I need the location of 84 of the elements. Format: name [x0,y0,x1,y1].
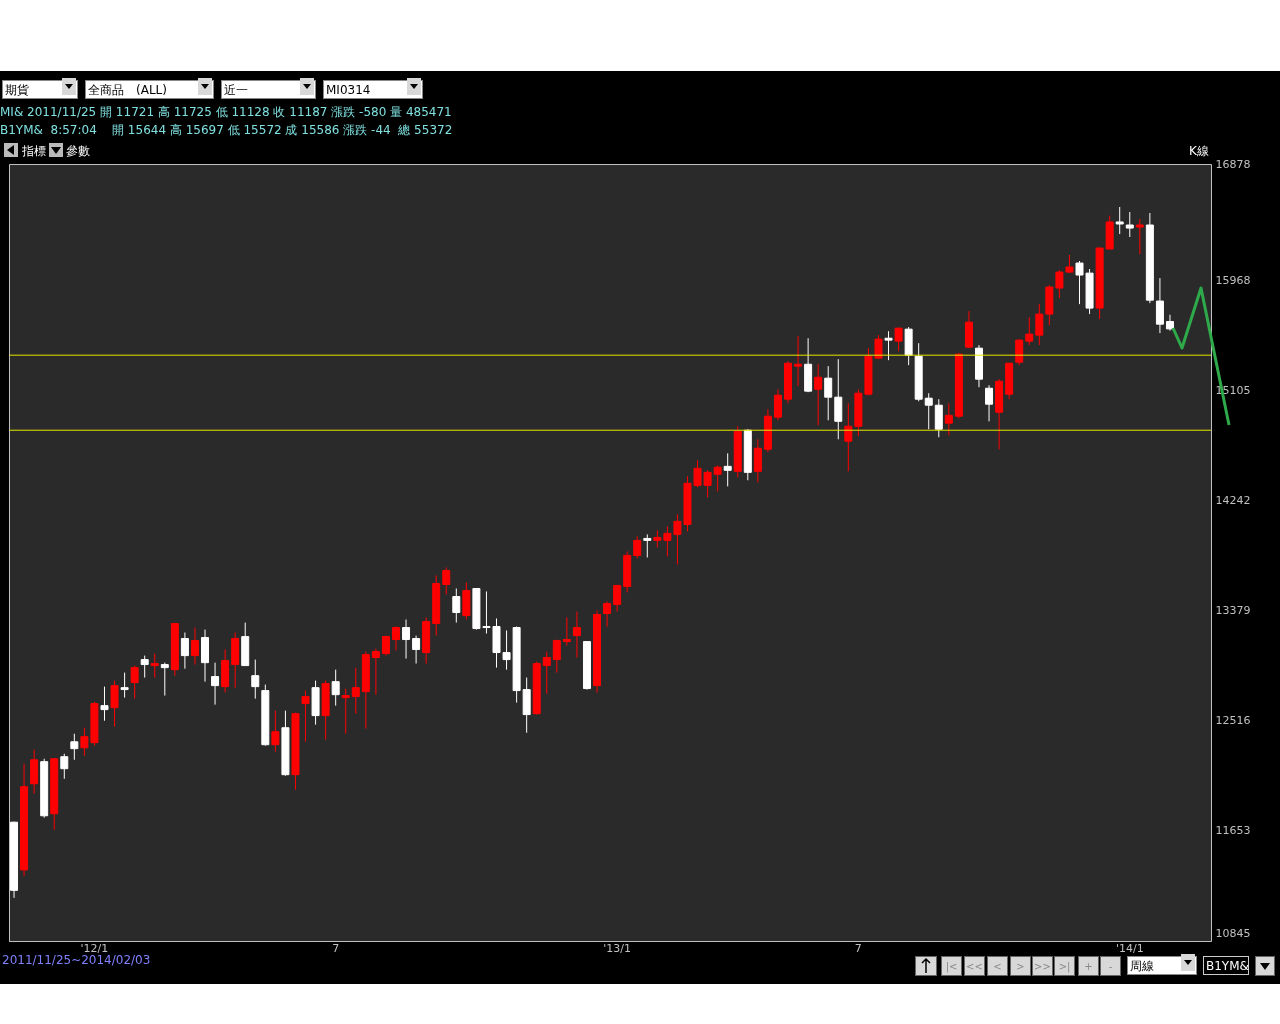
candlestick [814,363,823,426]
text: K線 [1189,144,1209,158]
y-tick-label: 11653 [1215,824,1251,838]
candlestick [934,398,943,438]
text: < [987,956,1008,976]
text: 周線 [1127,956,1197,975]
text: 全商品 (ALL) [85,80,214,99]
candlestick [402,619,411,660]
text: << [964,956,985,976]
candlestick [572,610,581,659]
candlestick [824,365,833,421]
text: |< [941,956,962,976]
candlestick [251,659,260,700]
y-tick-label: 15968 [1215,273,1251,287]
candlestick [1155,277,1164,334]
candlestick [351,667,360,715]
candlestick [1115,206,1124,235]
candlestick [341,688,350,735]
candlestick [70,733,79,761]
candlestick [452,587,461,624]
candlestick [130,665,139,700]
text: >> [1032,956,1053,976]
candlestick [753,438,762,483]
text: - [1100,956,1121,976]
candlestick [552,639,561,674]
x-tick-label: '13/1 [603,941,631,955]
candlestick [100,686,109,722]
x-tick-label: '14/1 [1115,941,1144,955]
text: 參數 [66,144,90,158]
candlestick [442,566,451,595]
candlestick [1125,211,1134,238]
candlestick [924,392,933,430]
candlestick [633,535,642,559]
text: B1YM& [1203,956,1249,975]
candlestick [271,710,280,753]
candlestick [301,690,310,743]
x-tick-label: 7 [332,941,340,955]
text: 期貨 [2,80,78,99]
y-tick-label: 12516 [1215,714,1251,728]
candlestick [160,662,169,697]
candlestick [180,632,189,670]
candlestick [562,616,571,647]
candlestick [773,388,782,421]
candlestick [1035,303,1044,346]
candlestick [331,669,340,707]
candlestick [794,335,803,387]
candlestick [643,533,652,558]
candlestick [60,753,69,780]
y-tick-label: 10845 [1215,927,1251,941]
candlestick [30,749,39,795]
candlestick [110,680,119,728]
y-tick-label: 16878 [1215,157,1251,171]
candlestick [140,655,149,679]
y-tick-label: 13379 [1215,604,1251,618]
text: B1YM& 8:57:04 開 15644 高 15697 低 15572 成 15586 漲跌 -44 總 55372 [0,123,453,137]
candlestick [613,584,622,612]
candlestick [190,627,199,666]
candlestick [1015,338,1024,366]
candlestick [371,648,380,696]
x-tick-label: 7 [854,941,862,955]
candlestick [884,330,893,361]
candlestick [723,452,732,487]
candlestick [150,653,159,679]
candlestick [120,672,129,699]
candlestick [985,384,994,422]
candlestick [412,635,421,665]
text: 近一 [221,80,316,99]
text: 指標 [22,144,46,158]
text: + [1078,956,1099,976]
text: MI& 2011/11/25 開 11721 高 11725 低 11128 收 11187 漲跌 -580 量 485471 [0,105,452,119]
candlestick [844,402,853,472]
candlestick [211,662,220,706]
x-tick-label: '12/1 [80,941,109,955]
candlestick [944,402,953,436]
candlestick [894,327,903,352]
text: MI0314 [323,80,423,99]
candlestick [603,601,612,628]
text: > [1010,956,1031,976]
candlestick [1025,316,1034,346]
candlestick [542,651,551,695]
text: >| [1054,956,1075,976]
text: 2011/11/25~2014/02/03 [2,953,151,967]
y-tick-label: 14242 [1215,493,1251,507]
candlestick [1135,218,1144,255]
